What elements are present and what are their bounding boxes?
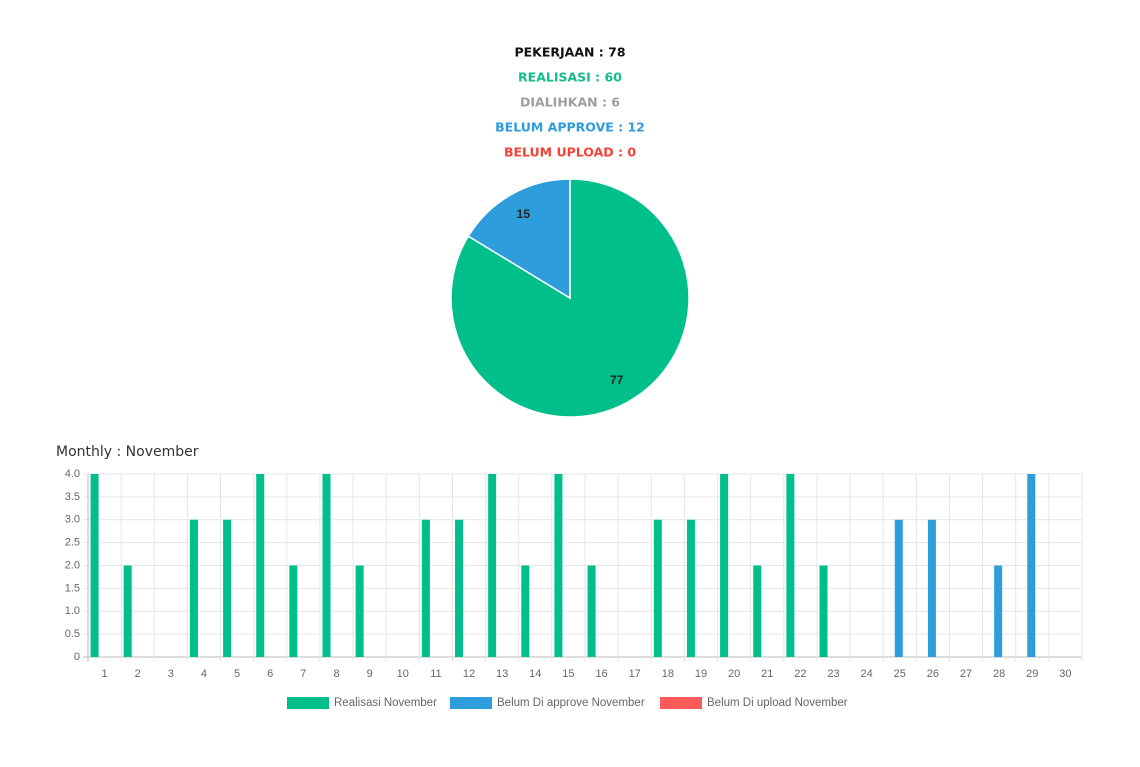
bar [686, 519, 695, 657]
y-tick-label: 0.5 [65, 628, 80, 640]
bar [819, 565, 828, 657]
legend-label: Belum Di upload November [707, 697, 848, 709]
summary-line: BELUM UPLOAD : 0 [504, 145, 636, 160]
bar [994, 565, 1003, 657]
y-tick-label: 3.0 [65, 514, 80, 526]
bar [189, 519, 198, 657]
y-tick-label: 4.0 [65, 468, 80, 480]
summary-line: PEKERJAAN : 78 [514, 45, 625, 60]
legend-swatch [287, 697, 329, 709]
bar [223, 519, 232, 657]
bar [521, 565, 530, 657]
x-tick-label: 28 [993, 668, 1005, 680]
x-tick-label: 17 [629, 668, 641, 680]
y-tick-label: 1.0 [65, 605, 80, 617]
bar [421, 519, 430, 657]
bar [123, 565, 132, 657]
x-tick-label: 20 [728, 668, 740, 680]
pie-label: 77 [610, 373, 624, 387]
x-tick-label: 10 [397, 668, 409, 680]
y-tick-label: 2.5 [65, 537, 80, 549]
x-tick-label: 12 [463, 668, 475, 680]
x-tick-label: 24 [861, 668, 873, 680]
legend-label: Belum Di approve November [497, 697, 645, 709]
bar [554, 474, 563, 657]
summary-line: BELUM APPROVE : 12 [495, 120, 645, 135]
x-tick-label: 5 [234, 668, 240, 680]
x-tick-label: 21 [761, 668, 773, 680]
x-tick-label: 23 [827, 668, 839, 680]
bar [587, 565, 596, 657]
pie-slice [467, 178, 571, 300]
x-tick-label: 6 [267, 668, 273, 680]
bar [1027, 474, 1036, 657]
x-tick-label: 9 [367, 668, 373, 680]
bar [720, 474, 729, 657]
x-tick-label: 27 [960, 668, 972, 680]
bar [90, 474, 99, 657]
pie-label: 15 [517, 207, 531, 221]
y-tick-label: 0 [74, 651, 80, 663]
x-tick-label: 14 [529, 668, 541, 680]
bar [894, 519, 903, 657]
x-tick-label: 19 [695, 668, 707, 680]
bar [455, 519, 464, 657]
bar [355, 565, 364, 657]
y-tick-label: 2.0 [65, 559, 80, 571]
legend-label: Realisasi November [334, 697, 437, 709]
x-tick-label: 22 [794, 668, 806, 680]
bar [488, 474, 497, 657]
x-tick-label: 11 [430, 668, 441, 680]
y-tick-label: 3.5 [65, 491, 80, 503]
x-tick-label: 30 [1059, 668, 1071, 680]
y-tick-label: 1.5 [65, 582, 80, 594]
x-tick-label: 7 [300, 668, 306, 680]
bar [753, 565, 762, 657]
x-tick-label: 8 [333, 668, 339, 680]
bar [653, 519, 662, 657]
legend-swatch [450, 697, 492, 709]
legend-swatch [660, 697, 702, 709]
summary-line: DIALIHKAN : 6 [520, 95, 620, 110]
x-tick-label: 29 [1026, 668, 1038, 680]
x-tick-label: 18 [662, 668, 674, 680]
bar [786, 474, 795, 657]
x-tick-label: 13 [496, 668, 508, 680]
x-tick-label: 15 [562, 668, 574, 680]
bar [289, 565, 298, 657]
x-tick-label: 16 [595, 668, 607, 680]
x-tick-label: 2 [135, 668, 141, 680]
x-tick-label: 26 [927, 668, 939, 680]
bar [322, 474, 331, 657]
bar [256, 474, 265, 657]
bar [927, 519, 936, 657]
chart-title: Monthly : November [56, 444, 199, 460]
x-tick-label: 25 [894, 668, 906, 680]
x-tick-label: 4 [201, 668, 207, 680]
x-tick-label: 1 [102, 668, 108, 680]
x-tick-label: 3 [168, 668, 174, 680]
summary-line: REALISASI : 60 [518, 70, 622, 85]
